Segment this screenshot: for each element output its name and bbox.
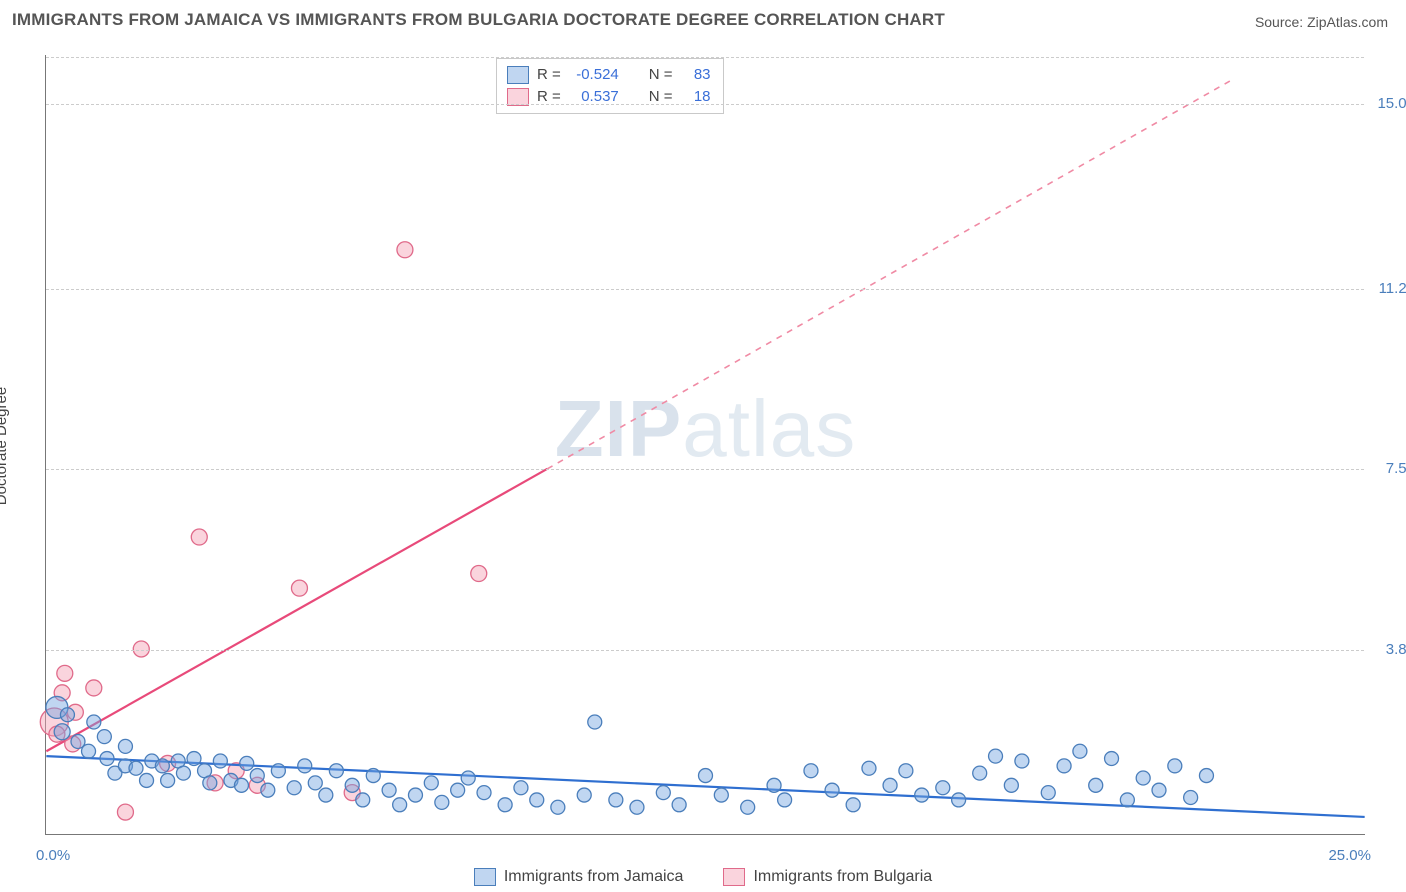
plot-area: ZIPatlas R =-0.524N =83R =0.537N =18 0.0… (45, 55, 1365, 835)
chart-container: IMMIGRANTS FROM JAMAICA VS IMMIGRANTS FR… (0, 0, 1406, 892)
n-label: N = (649, 64, 673, 86)
r-label: R = (537, 64, 561, 86)
x-axis-max-label: 25.0% (1328, 847, 1371, 864)
chart-title: IMMIGRANTS FROM JAMAICA VS IMMIGRANTS FR… (12, 10, 945, 30)
gridline (46, 57, 1364, 58)
legend-row-jamaica: R = -0.524 N = 83 (507, 64, 711, 86)
gridline (46, 650, 1364, 651)
gridline (46, 289, 1364, 290)
legend-item-jamaica: Immigrants from Jamaica (474, 868, 684, 886)
gridline (46, 104, 1364, 105)
legend-label: Immigrants from Bulgaria (753, 868, 932, 886)
r-value: -0.524 (569, 64, 619, 86)
plot-svg (46, 55, 1365, 834)
y-axis-label: Doctorate Degree (0, 387, 10, 505)
swatch-jamaica (474, 868, 496, 886)
source-label: Source: ZipAtlas.com (1255, 14, 1388, 30)
swatch-jamaica (507, 66, 529, 84)
legend-label: Immigrants from Jamaica (504, 868, 684, 886)
y-tick-label: 15.0% (1370, 95, 1406, 112)
n-value: 83 (681, 64, 711, 86)
x-axis-min-label: 0.0% (36, 847, 70, 864)
y-tick-label: 11.2% (1370, 280, 1406, 297)
swatch-bulgaria (723, 868, 745, 886)
gridline (46, 469, 1364, 470)
y-tick-label: 7.5% (1370, 460, 1406, 477)
legend-item-bulgaria: Immigrants from Bulgaria (723, 868, 932, 886)
stats-legend-box: R =-0.524N =83R =0.537N =18 (496, 58, 724, 114)
series-legend: Immigrants from Jamaica Immigrants from B… (0, 868, 1406, 886)
y-tick-label: 3.8% (1370, 641, 1406, 658)
